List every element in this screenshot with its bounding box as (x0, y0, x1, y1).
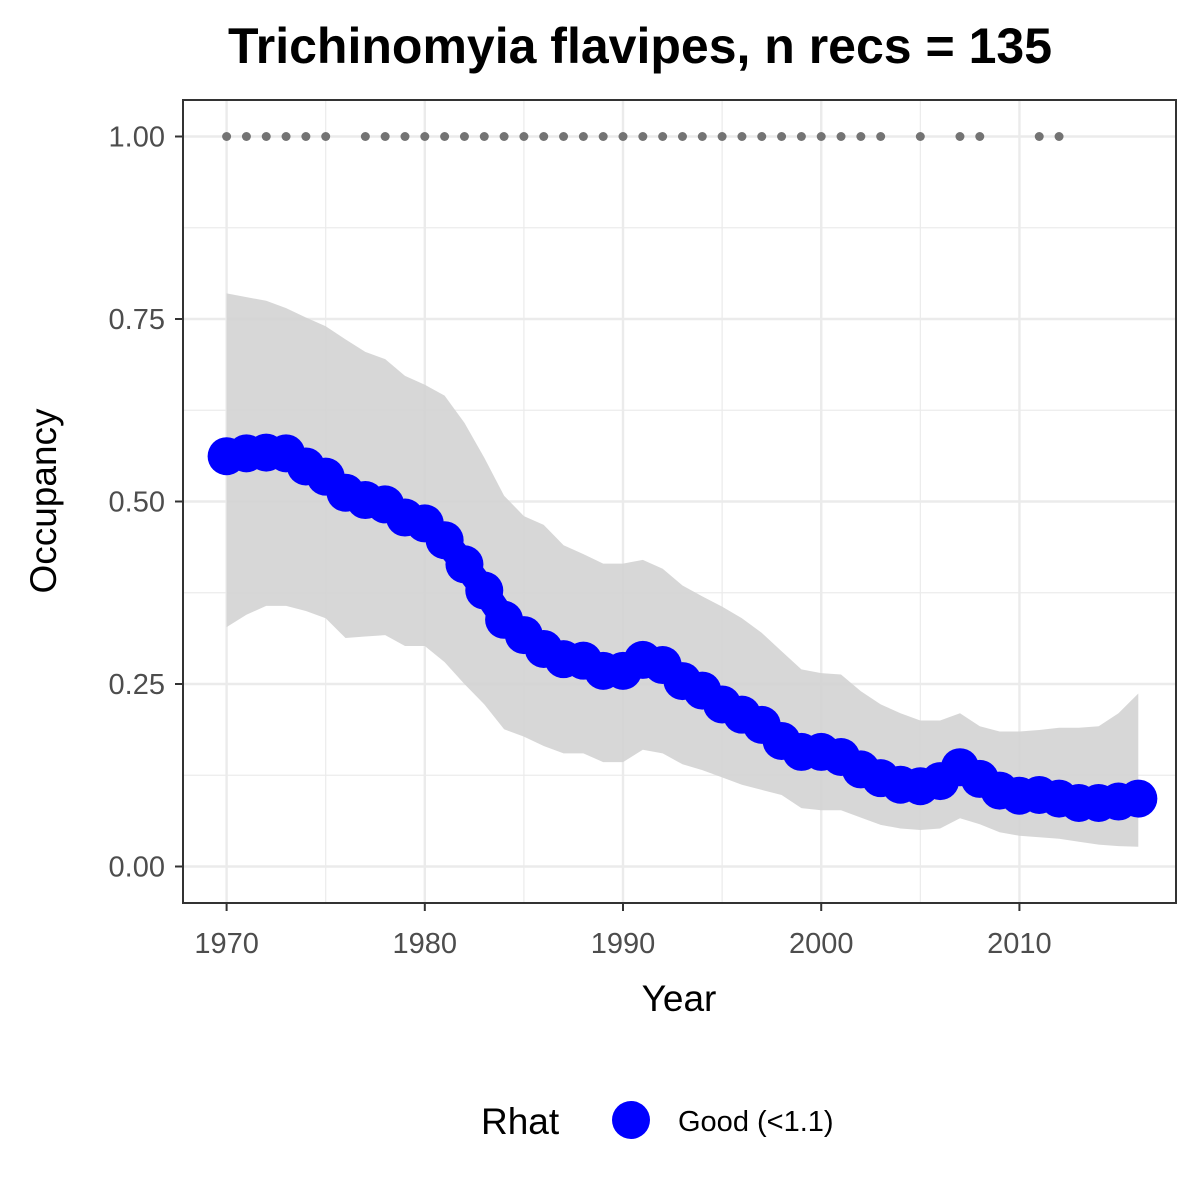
chart-title: Trichinomyia flavipes, n recs = 135 (228, 18, 1052, 74)
record-point (737, 132, 747, 141)
y-tick-label: 0.25 (109, 669, 165, 701)
x-tick-label: 1970 (194, 928, 259, 960)
record-point (796, 132, 806, 141)
record-point (598, 132, 608, 141)
record-point (519, 132, 529, 141)
occupancy-point (465, 571, 504, 610)
occupancy-point (1119, 779, 1158, 818)
y-tick-label: 0.50 (109, 487, 165, 519)
record-point (856, 132, 866, 141)
confidence-ribbon (226, 293, 1139, 847)
x-axis-title: Year (642, 978, 717, 1019)
occupancy-point (445, 545, 484, 584)
record-point (1054, 132, 1064, 141)
legend-label-good: Good (<1.1) (678, 1106, 834, 1138)
x-tick-label: 1990 (591, 928, 656, 960)
record-point (1034, 132, 1044, 141)
record-point (479, 132, 489, 141)
record-point (261, 132, 271, 141)
axis-ticks: 1970 1980 1990 2000 2010 0.00 0.25 0.50 0.75 1.00 (109, 122, 1052, 961)
record-point (717, 132, 727, 141)
x-tick-label: 1980 (393, 928, 458, 960)
record-point (816, 132, 826, 141)
x-tick-label: 2010 (987, 928, 1052, 960)
confidence-ribbon-area (226, 293, 1139, 847)
record-point (499, 132, 509, 141)
record-point (578, 132, 588, 141)
y-tick-label: 1.00 (109, 122, 165, 154)
record-point (241, 132, 251, 141)
record-point (836, 132, 846, 141)
record-point (301, 132, 311, 141)
record-point (559, 132, 569, 141)
record-points (222, 132, 1064, 141)
record-point (915, 132, 925, 141)
legend-title: Rhat (481, 1101, 560, 1142)
record-point (757, 132, 767, 141)
record-point (222, 132, 232, 141)
record-point (658, 132, 668, 141)
record-point (360, 132, 370, 141)
record-point (618, 132, 628, 141)
y-tick-label: 0.00 (109, 852, 165, 884)
y-tick-label: 0.75 (109, 304, 165, 336)
record-point (321, 132, 331, 141)
record-point (975, 132, 985, 141)
record-point (638, 132, 648, 141)
record-point (539, 132, 549, 141)
legend: Rhat Good (<1.1) (481, 1101, 834, 1142)
y-axis-title: Occupancy (23, 408, 64, 594)
record-point (281, 132, 291, 141)
legend-key-good (612, 1101, 650, 1139)
record-point (697, 132, 707, 141)
record-point (459, 132, 469, 141)
record-point (876, 132, 886, 141)
record-point (400, 132, 410, 141)
occupancy-series (207, 433, 1158, 822)
x-tick-label: 2000 (789, 928, 854, 960)
record-point (380, 132, 390, 141)
record-point (777, 132, 787, 141)
record-point (677, 132, 687, 141)
record-point (955, 132, 965, 141)
record-point (420, 132, 430, 141)
record-point (440, 132, 450, 141)
